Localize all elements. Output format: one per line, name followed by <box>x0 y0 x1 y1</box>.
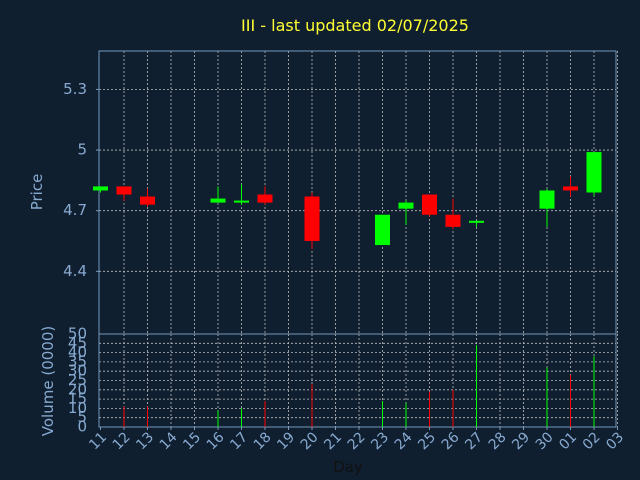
volume-tick-label: 30 <box>68 362 87 380</box>
price-tick-label: 4.7 <box>63 201 87 219</box>
volume-tick-label: 0 <box>77 418 87 436</box>
price-axis-label: Price <box>28 174 46 211</box>
candle-body <box>140 196 155 205</box>
volume-axis-label: Volume (0000) <box>39 326 57 436</box>
volume-tick-label: 25 <box>68 371 87 389</box>
candle-body <box>304 196 320 242</box>
x-axis-label: Day <box>333 458 363 476</box>
candle-body <box>445 214 461 227</box>
candles <box>93 152 602 250</box>
volume-tick-label: 45 <box>68 334 87 352</box>
volume-tick-label: 15 <box>68 390 87 408</box>
x-ticks: 11 12 13 14 15 16 17 18 19 20 21 22 23 24 25 26 27 28 29 30… <box>86 427 627 453</box>
candle-body <box>563 186 578 191</box>
candle-body <box>234 200 249 203</box>
volume-tick-label: 5 <box>77 408 87 426</box>
price-tick-label: 5 <box>77 141 87 159</box>
volume-tick-label: 40 <box>68 343 87 361</box>
volume-panel-frame <box>98 333 617 428</box>
candle-body <box>422 194 437 215</box>
candle-body <box>539 190 555 209</box>
volume-tick-label: 10 <box>68 399 87 417</box>
volume-bars <box>123 345 595 427</box>
volume-tick-label: 35 <box>68 352 87 370</box>
volume-tick-label: 20 <box>68 380 87 398</box>
candle-body <box>116 186 132 195</box>
candle-body <box>469 220 484 223</box>
candle-body <box>210 198 226 203</box>
candle-body <box>375 214 390 246</box>
volume-tick-label: 50 <box>68 325 87 343</box>
candle-body <box>93 186 108 191</box>
price-tick-label: 5.3 <box>63 80 87 98</box>
chart-title: III - last updated 02/07/2025 <box>241 16 469 35</box>
price-tick-label: 4.4 <box>63 262 87 280</box>
price-y-ticks: 4.4 4.7 5 5.3 <box>63 80 99 280</box>
candle-body <box>257 194 273 203</box>
candle-body <box>398 202 414 209</box>
candle-body <box>586 152 602 193</box>
